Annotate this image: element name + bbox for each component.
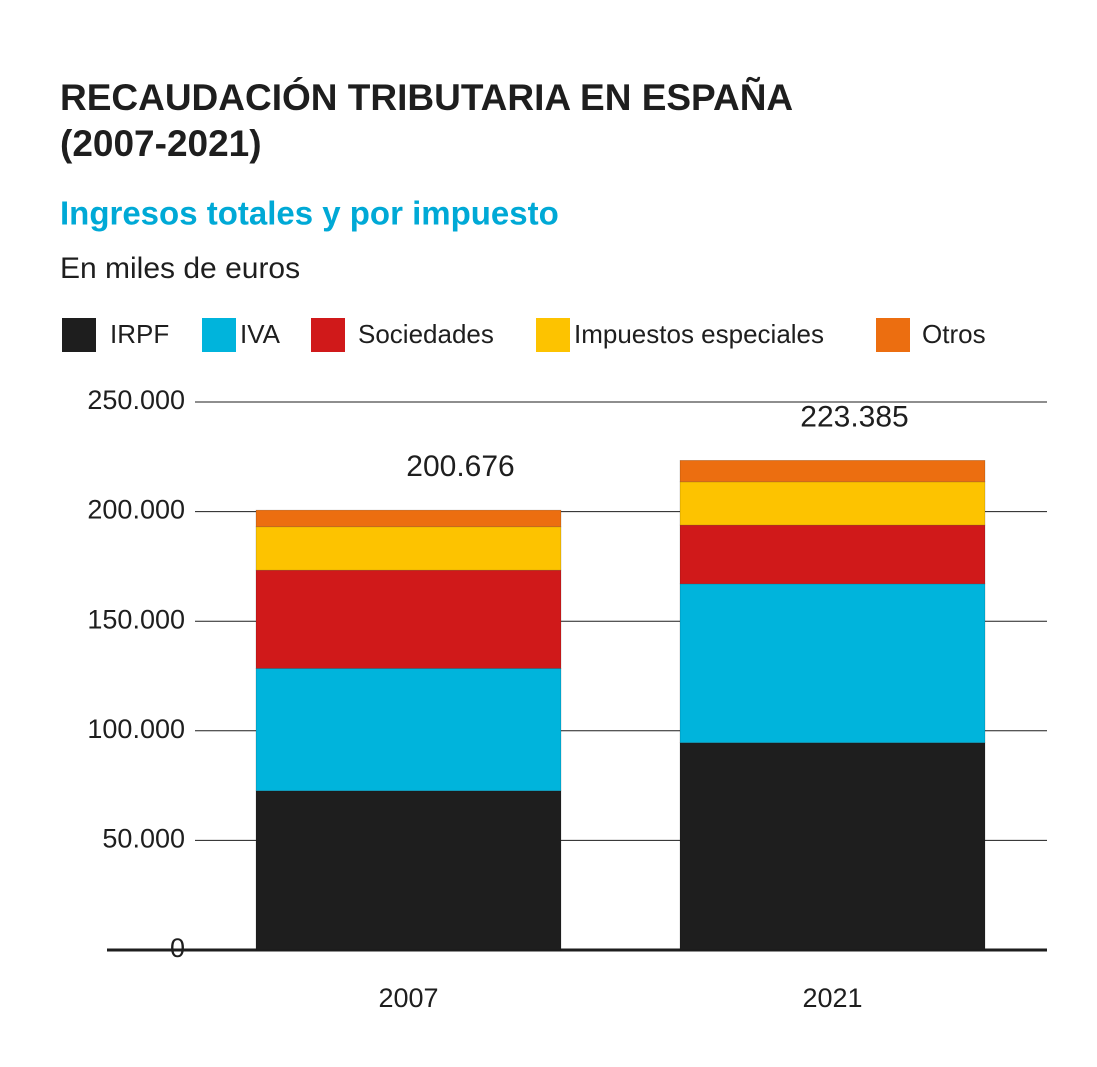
y-tick-label: 200.000 xyxy=(87,495,185,525)
x-tick-label: 2007 xyxy=(378,983,438,1013)
bar-segment xyxy=(679,583,986,744)
total-label: 200.676 xyxy=(406,450,514,483)
legend-swatch xyxy=(311,318,345,352)
y-tick-label: 50.000 xyxy=(102,824,185,854)
legend-swatch xyxy=(876,318,910,352)
bar-segment xyxy=(255,569,562,669)
bar-segment xyxy=(255,668,562,792)
y-tick-label: 250.000 xyxy=(87,385,185,415)
y-tick-label: 0 xyxy=(170,933,185,963)
legend-swatch xyxy=(62,318,96,352)
unit-label: En miles de euros xyxy=(60,252,300,285)
chart-title-line2: (2007-2021) xyxy=(60,123,262,164)
legend-label: Sociedades xyxy=(358,319,494,349)
chart-title: RECAUDACIÓN TRIBUTARIA EN ESPAÑA xyxy=(60,76,793,118)
legend-label: IVA xyxy=(240,319,281,349)
x-tick-label: 2021 xyxy=(802,983,862,1013)
legend-label: IRPF xyxy=(110,319,169,349)
bar-segment xyxy=(679,460,986,483)
legend-label: Otros xyxy=(922,319,986,349)
y-tick-label: 150.000 xyxy=(87,604,185,634)
legend-swatch xyxy=(536,318,570,352)
total-label: 223.385 xyxy=(800,400,908,433)
bar-segment xyxy=(679,524,986,585)
bar-segment xyxy=(679,742,986,951)
bar-segment xyxy=(255,790,562,951)
bar-segment xyxy=(255,509,562,528)
legend-label: Impuestos especiales xyxy=(574,319,824,349)
bar-segment xyxy=(255,526,562,571)
legend-swatch xyxy=(202,318,236,352)
y-tick-label: 100.000 xyxy=(87,714,185,744)
bar-segment xyxy=(679,481,986,526)
chart-subtitle: Ingresos totales y por impuesto xyxy=(60,195,559,232)
